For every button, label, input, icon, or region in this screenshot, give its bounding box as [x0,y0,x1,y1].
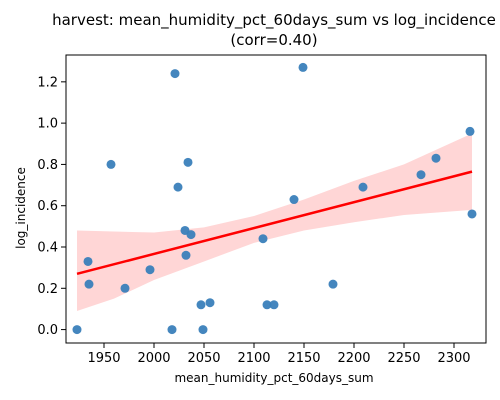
data-point-24 [431,153,441,163]
data-point-10 [181,250,191,260]
data-point-22 [358,182,368,192]
plot-frame [65,54,487,344]
x-tick-label-2200: 2200 [337,351,370,366]
data-point-4 [120,283,130,293]
data-point-13 [196,300,206,310]
y-tick-label-1: 1.0 [37,117,58,132]
data-point-0 [72,325,82,335]
data-point-7 [170,69,180,79]
data-point-18 [269,300,279,310]
x-tick-label-2150: 2150 [287,351,320,366]
x-tick-label-1950: 1950 [87,351,120,366]
x-tick-label-2050: 2050 [187,351,220,366]
x-axis-label: mean_humidity_pct_60days_sum [174,371,373,385]
data-point-14 [198,325,208,335]
data-point-11 [183,157,193,167]
chart-subtitle: (corr=0.40) [230,31,317,49]
y-tick-label-0.6: 0.6 [37,199,58,214]
data-point-17 [262,300,272,310]
data-point-26 [467,209,477,219]
y-tick-label-1.2: 1.2 [37,75,58,90]
data-point-21 [328,279,338,289]
data-point-2 [84,279,94,289]
data-point-12 [186,230,196,240]
x-tick-label-2000: 2000 [137,351,170,366]
data-point-25 [465,126,475,136]
data-point-1 [83,256,93,266]
data-point-19 [289,195,299,205]
y-tick-label-0: 0.0 [37,323,58,338]
x-tick-label-2250: 2250 [387,351,420,366]
regression-line [76,170,473,276]
data-point-6 [167,325,177,335]
data-point-3 [106,159,116,169]
x-tick-label-2100: 2100 [237,351,270,366]
y-tick-label-0.2: 0.2 [37,282,58,297]
y-tick-label-0.4: 0.4 [37,241,58,256]
data-point-23 [416,170,426,180]
data-point-16 [258,234,268,244]
y-axis-label: log_incidence [14,167,28,249]
chart-title: harvest: mean_humidity_pct_60days_sum vs… [52,11,496,30]
data-point-15 [205,298,215,308]
data-point-8 [173,182,183,192]
y-tick-label-0.8: 0.8 [37,158,58,173]
data-point-20 [298,62,308,72]
plot-area: 1950 2000 2050 2100 2150 2200 2250 2300 0.0 0.2 0.… [37,54,487,366]
x-tick-label-2300: 2300 [437,351,470,366]
data-point-5 [145,265,155,275]
